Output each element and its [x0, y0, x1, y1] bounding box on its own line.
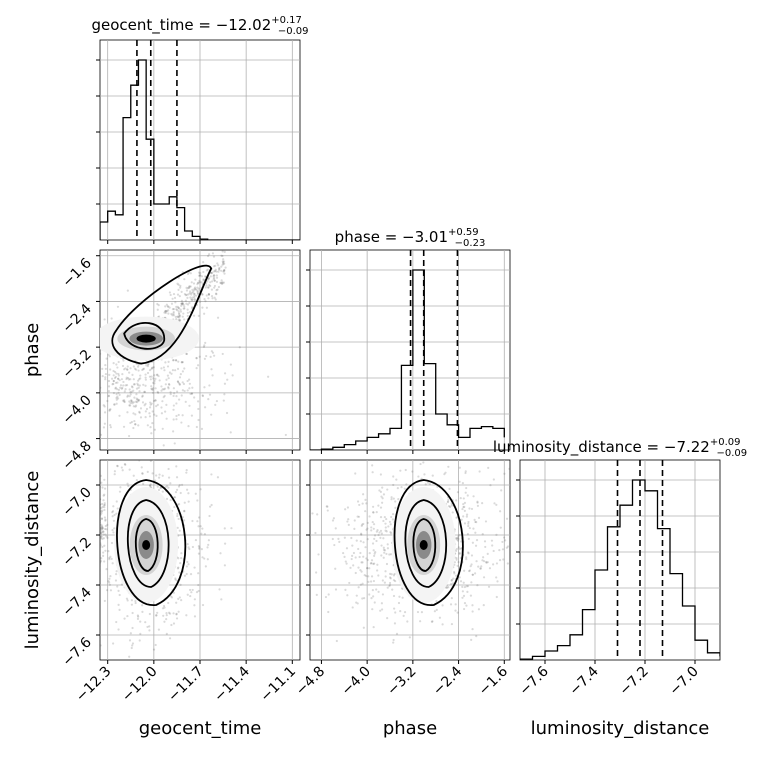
y-axis-label-luminosity-distance: luminosity_distance — [22, 471, 43, 650]
contour-panel-geocent_time-luminosity_distance — [96, 459, 301, 664]
title-phase-sup: +0.59 — [448, 227, 479, 238]
x-tick-label-phase-4: −1.6 — [476, 663, 511, 698]
contour-line-1 — [404, 499, 447, 588]
x-axis-label-geocent-time: geocent_time — [139, 718, 262, 739]
contour-line-0 — [111, 264, 213, 365]
title-phase-sub: −0.23 — [455, 238, 486, 249]
x-tick-label-phase-0: −4.8 — [293, 664, 328, 699]
x-tick-label-geocent_time-1: −12.0 — [119, 664, 161, 706]
x-tick-label-luminosity_distance-3: −7.0 — [666, 664, 701, 699]
x-tick-label-luminosity_distance-1: −7.4 — [566, 663, 601, 698]
y-tick-label-luminosity_distance-2: −7.2 — [59, 535, 94, 570]
y-tick-label-phase-3: −2.4 — [59, 301, 94, 336]
title-geocent-time-sub: −0.09 — [278, 26, 309, 37]
x-tick-label-luminosity_distance-2: −7.2 — [616, 664, 651, 699]
title-geocent-time-main: geocent_time = −12.02 — [91, 16, 271, 35]
histogram-geocent_time — [100, 59, 300, 240]
x-tick-label-luminosity_distance-0: −7.6 — [516, 663, 551, 698]
title-luminosity-distance-main: luminosity_distance = −7.22 — [493, 438, 710, 457]
x-tick-label-phase-2: −3.2 — [384, 664, 419, 699]
x-tick-label-phase-3: −2.4 — [430, 663, 465, 698]
y-tick-label-phase-4: −1.6 — [59, 255, 94, 290]
x-tick-label-geocent_time-4: −11.1 — [257, 664, 299, 706]
title-luminosity-distance-sup: +0.09 — [710, 437, 741, 448]
contour-line-1 — [123, 322, 166, 350]
hist-panel-geocent_time — [96, 39, 301, 244]
y-axis-label-phase: phase — [22, 323, 43, 377]
contour-panel-phase-luminosity_distance — [306, 459, 511, 664]
y-tick-label-luminosity_distance-3: −7.0 — [59, 485, 94, 520]
histogram-phase — [310, 269, 505, 450]
y-tick-label-luminosity_distance-0: −7.6 — [59, 634, 94, 669]
contour-content — [311, 461, 510, 644]
contour-line-1 — [127, 499, 170, 588]
y-tick-label-phase-0: −4.8 — [59, 438, 94, 473]
x-tick-label-geocent_time-3: −11.4 — [211, 663, 253, 705]
x-tick-label-geocent_time-2: −11.7 — [165, 664, 207, 706]
density-level-3 — [419, 540, 428, 550]
y-tick-label-phase-1: −4.0 — [59, 392, 94, 427]
panels-layer — [96, 39, 721, 664]
title-geocent-time: geocent_time = −12.02+0.17 −0.09 — [91, 15, 308, 37]
title-geocent-time-sup: +0.17 — [271, 15, 302, 26]
x-tick-label-geocent_time-0: −12.3 — [73, 664, 115, 706]
hist-frame-luminosity_distance — [519, 459, 721, 661]
title-phase: phase = −3.01+0.59 −0.23 — [335, 227, 486, 249]
histogram-luminosity_distance — [520, 479, 720, 660]
hist-panel-luminosity_distance — [516, 459, 721, 664]
x-tick-label-phase-1: −4.0 — [339, 664, 374, 699]
density-level-3 — [136, 334, 156, 343]
y-tick-label-phase-2: −3.2 — [59, 347, 94, 382]
contour-line-2 — [412, 518, 437, 572]
title-phase-main: phase = −3.01 — [335, 228, 448, 246]
title-luminosity-distance-sub: −0.09 — [717, 448, 748, 459]
title-luminosity-distance: luminosity_distance = −7.22+0.09 −0.09 — [493, 437, 747, 459]
contour-content — [100, 460, 233, 658]
contour-line-2 — [134, 518, 159, 572]
hist-panel-phase — [306, 249, 511, 454]
contour-line-0 — [393, 479, 464, 606]
density-level-3 — [142, 540, 151, 550]
x-axis-label-luminosity-distance: luminosity_distance — [531, 718, 710, 739]
contour-panel-geocent_time-phase — [96, 249, 301, 454]
y-tick-label-luminosity_distance-1: −7.4 — [59, 584, 94, 619]
contour-content — [100, 250, 287, 450]
contour-line-0 — [116, 479, 187, 606]
x-axis-label-phase: phase — [383, 718, 437, 739]
